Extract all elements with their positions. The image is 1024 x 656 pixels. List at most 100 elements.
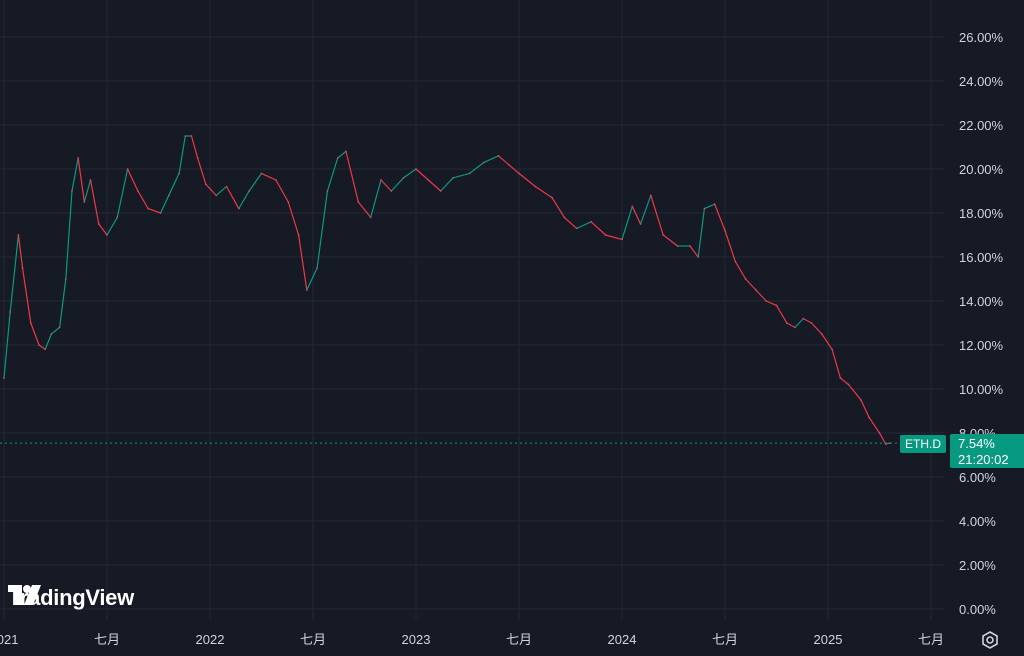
series-segment xyxy=(621,206,633,240)
series-segment xyxy=(403,168,417,179)
data-point xyxy=(689,245,691,247)
data-point xyxy=(326,190,329,192)
series-segment xyxy=(261,172,277,181)
data-point xyxy=(662,234,665,236)
candle-countdown: 21:20:02 xyxy=(958,452,1009,467)
x-tick-label: 2022 xyxy=(196,632,225,647)
series-segment xyxy=(297,234,308,291)
series-segment xyxy=(83,179,92,203)
data-point xyxy=(345,150,347,153)
data-point xyxy=(631,205,634,208)
series-segment xyxy=(98,223,108,236)
data-point xyxy=(468,172,471,175)
data-point xyxy=(703,207,706,210)
series-segment xyxy=(802,318,812,324)
series-segment xyxy=(357,201,372,218)
series-segment xyxy=(3,311,11,379)
settings-icon[interactable] xyxy=(980,630,1000,650)
data-point xyxy=(868,416,871,419)
data-point xyxy=(196,157,199,159)
series-segment xyxy=(17,234,24,269)
last-price-tag: 7.54% 21:20:02 xyxy=(950,434,1024,468)
series-segment xyxy=(590,221,606,236)
data-point xyxy=(275,179,277,181)
series-segment xyxy=(178,135,186,174)
data-point xyxy=(676,245,679,247)
series-segment xyxy=(65,190,73,280)
data-point xyxy=(518,172,520,175)
data-point xyxy=(794,326,796,329)
tradingview-logo-icon xyxy=(8,585,41,605)
x-tick-label: 2023 xyxy=(402,632,431,647)
last-price-value: 7.54% xyxy=(958,436,995,451)
data-point xyxy=(878,432,881,434)
x-tick-label: 七月 xyxy=(94,632,120,647)
series-segment xyxy=(160,195,170,214)
data-point xyxy=(50,333,53,335)
symbol-tag[interactable]: ETH.D xyxy=(900,435,946,453)
series-segment xyxy=(714,203,726,231)
series-segment xyxy=(59,278,67,328)
data-point xyxy=(357,201,360,203)
y-tick-label: 4.00% xyxy=(959,514,996,529)
data-point xyxy=(369,216,372,219)
series-segment xyxy=(794,318,804,328)
series-segment xyxy=(370,179,382,218)
data-point xyxy=(860,399,862,401)
data-point xyxy=(21,267,24,269)
tradingview-logo: TradingView xyxy=(8,585,134,611)
data-point xyxy=(534,185,537,188)
data-point xyxy=(97,223,100,225)
series-segment xyxy=(535,186,553,199)
series-segment xyxy=(345,151,359,203)
data-point xyxy=(106,234,108,236)
data-point xyxy=(452,176,454,179)
data-point xyxy=(497,154,500,157)
series-segment xyxy=(116,168,129,218)
x-tick-label: 七月 xyxy=(300,632,326,647)
series-segment xyxy=(469,161,485,174)
series-segment xyxy=(440,177,454,192)
data-point xyxy=(744,278,747,280)
data-point xyxy=(551,196,553,199)
data-point xyxy=(83,201,86,203)
series-segment xyxy=(225,186,240,209)
series-segment xyxy=(811,322,823,335)
series-segment xyxy=(831,349,841,379)
series-segment xyxy=(44,333,52,350)
y-tick-label: 26.00% xyxy=(959,30,1004,45)
data-point xyxy=(58,326,61,329)
data-point xyxy=(697,256,700,258)
data-point xyxy=(483,161,485,164)
data-point xyxy=(287,201,290,203)
series-segment xyxy=(498,155,510,166)
series-segment xyxy=(483,155,499,163)
series-segment xyxy=(390,177,405,192)
series-segment xyxy=(662,234,678,247)
data-point xyxy=(178,172,181,175)
data-point xyxy=(621,238,623,241)
data-point xyxy=(415,168,417,170)
data-point xyxy=(831,348,834,351)
series-segment xyxy=(821,333,833,350)
data-point xyxy=(390,190,393,192)
data-point xyxy=(336,157,339,159)
series-segment xyxy=(724,230,736,262)
series-segment xyxy=(786,322,796,328)
series-segment xyxy=(650,195,664,236)
data-point xyxy=(402,176,405,179)
data-point xyxy=(71,190,73,192)
x-tick-label: 2025 xyxy=(814,632,843,647)
series-segment xyxy=(704,203,715,210)
data-point xyxy=(563,216,566,219)
series-segment xyxy=(734,261,747,280)
series-segment xyxy=(745,278,757,291)
data-point xyxy=(248,190,251,192)
data-point xyxy=(44,348,47,351)
series-segment xyxy=(197,157,207,185)
data-point xyxy=(38,344,40,346)
series-segment xyxy=(697,208,705,258)
series-segment xyxy=(89,179,100,225)
